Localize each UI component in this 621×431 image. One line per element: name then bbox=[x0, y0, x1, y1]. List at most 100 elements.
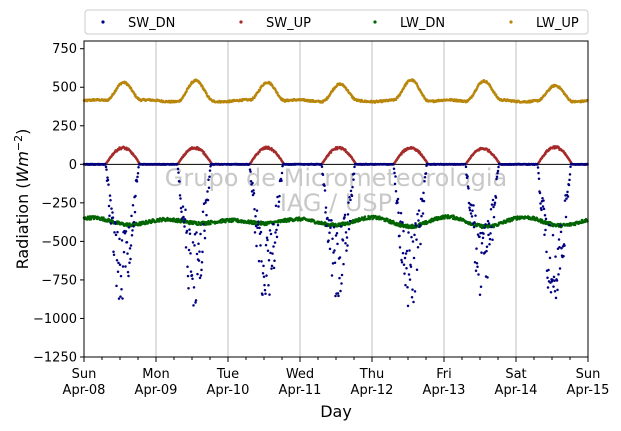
sw-dn-point bbox=[548, 256, 552, 260]
x-tick-label-weekday: Sun bbox=[72, 367, 97, 382]
sw-dn-point bbox=[347, 227, 351, 231]
sw-dn-point bbox=[180, 210, 183, 213]
sw-dn-point bbox=[492, 215, 496, 219]
sw-dn-point bbox=[264, 243, 268, 247]
sw-dn-point bbox=[124, 230, 128, 233]
watermark-line-1: Grupo de Micrometeorologia bbox=[165, 164, 507, 192]
x-tick-label-weekday: Sun bbox=[576, 367, 601, 382]
sw-dn-point bbox=[178, 194, 182, 197]
sw-dn-point bbox=[480, 251, 483, 254]
sw-dn-point bbox=[195, 252, 199, 256]
sw-dn-point bbox=[419, 242, 422, 246]
sw-dn-point bbox=[132, 225, 135, 228]
sw-dn-point bbox=[417, 209, 421, 212]
watermark: Grupo de Micrometeorologia IAG / USP bbox=[165, 164, 507, 217]
sw-dn-point bbox=[478, 235, 481, 239]
sw-dn-point bbox=[184, 208, 187, 212]
sw-dn-point bbox=[201, 210, 205, 213]
sw-dn-point bbox=[486, 219, 490, 223]
sw-dn-point bbox=[332, 251, 335, 254]
x-tick-label-weekday: Sat bbox=[505, 367, 526, 382]
sw-dn-point bbox=[349, 198, 352, 202]
x-tick-label-date: Apr-13 bbox=[423, 383, 466, 398]
sw-dn-point bbox=[176, 167, 180, 171]
x-axis: SunApr-08MonApr-09TueApr-10WedApr-11ThuA… bbox=[63, 357, 609, 398]
sw-dn-point bbox=[251, 181, 254, 185]
sw-dn-point bbox=[475, 261, 479, 265]
lw-up-point bbox=[404, 84, 407, 87]
sw-dn-point bbox=[257, 259, 261, 263]
x-tick-label-date: Apr-09 bbox=[135, 383, 178, 398]
sw-dn-point bbox=[191, 277, 194, 280]
sw-dn-point bbox=[412, 256, 416, 260]
sw-dn-point bbox=[188, 232, 192, 235]
lw-dn-point bbox=[550, 221, 553, 225]
sw-dn-point bbox=[331, 262, 335, 265]
sw-dn-point bbox=[203, 236, 207, 240]
sw-dn-point bbox=[402, 229, 405, 233]
sw-dn-point bbox=[404, 283, 407, 287]
legend-label-sw-dn: SW_DN bbox=[128, 16, 175, 31]
x-tick-label-weekday: Wed bbox=[286, 367, 314, 382]
x-tick-label-date: Apr-08 bbox=[63, 383, 106, 398]
sw-dn-point bbox=[480, 242, 484, 245]
sw-dn-point bbox=[112, 250, 115, 254]
sw-dn-point bbox=[407, 231, 410, 234]
sw-dn-point bbox=[127, 274, 130, 278]
sw-dn-point bbox=[119, 274, 123, 278]
sw-dn-point bbox=[248, 168, 252, 171]
sw-dn-point bbox=[106, 176, 109, 179]
sw-dn-point bbox=[280, 179, 283, 182]
sw-dn-point bbox=[330, 274, 334, 277]
sw-dn-point bbox=[325, 224, 328, 227]
sw-dn-point bbox=[186, 274, 190, 278]
legend-marker-lw-up bbox=[509, 20, 513, 24]
legend-marker-sw-up bbox=[239, 20, 243, 24]
sw-dn-point bbox=[394, 190, 398, 193]
sw-dn-point bbox=[333, 261, 337, 265]
sw-dn-point bbox=[494, 196, 498, 199]
sw-dn-point bbox=[338, 276, 341, 280]
lw-up-point bbox=[205, 91, 208, 95]
sw-dn-point bbox=[412, 300, 415, 304]
sw-dn-point bbox=[177, 171, 180, 174]
sw-dn-point bbox=[540, 208, 543, 212]
sw-dn-point bbox=[271, 222, 275, 226]
sw-dn-point bbox=[481, 236, 485, 240]
sw-dn-point bbox=[537, 171, 540, 175]
legend-label-lw-dn: LW_DN bbox=[400, 16, 445, 31]
sw-dn-point bbox=[273, 259, 276, 262]
sw-dn-point bbox=[489, 208, 493, 211]
sw-dn-point bbox=[263, 283, 266, 287]
y-tick-label: −500 bbox=[41, 235, 77, 250]
y-axis-label: Radiation (Wm−2) bbox=[12, 129, 32, 270]
sw-dn-point bbox=[206, 190, 209, 193]
sw-dn-point bbox=[402, 263, 406, 266]
sw-dn-point bbox=[261, 271, 265, 275]
lw-dn-point bbox=[404, 223, 407, 227]
sw-dn-point bbox=[114, 233, 118, 237]
sw-dn-point bbox=[198, 250, 201, 253]
sw-dn-point bbox=[131, 229, 134, 232]
sw-dn-point bbox=[409, 263, 412, 267]
sw-dn-point bbox=[179, 206, 183, 210]
sw-dn-point bbox=[104, 163, 107, 166]
sw-dn-point bbox=[569, 165, 572, 169]
series-sw-dn bbox=[82, 162, 589, 308]
sw-dn-point bbox=[117, 261, 120, 265]
sw-dn-point bbox=[259, 244, 262, 247]
sw-dn-point bbox=[207, 178, 210, 182]
sw-dn-point bbox=[345, 236, 349, 239]
legend-label-lw-up: LW_UP bbox=[536, 16, 579, 31]
sw-dn-point bbox=[335, 231, 339, 235]
sw-dn-point bbox=[208, 175, 211, 178]
sw-dn-point bbox=[343, 216, 346, 219]
sw-dn-point bbox=[254, 215, 257, 218]
sw-dn-point bbox=[194, 301, 197, 304]
sw-dn-point bbox=[548, 223, 551, 227]
sw-dn-point bbox=[132, 220, 136, 224]
lw-up-point bbox=[253, 96, 256, 99]
sw-up-point bbox=[329, 151, 333, 154]
sw-dn-point bbox=[551, 233, 555, 237]
